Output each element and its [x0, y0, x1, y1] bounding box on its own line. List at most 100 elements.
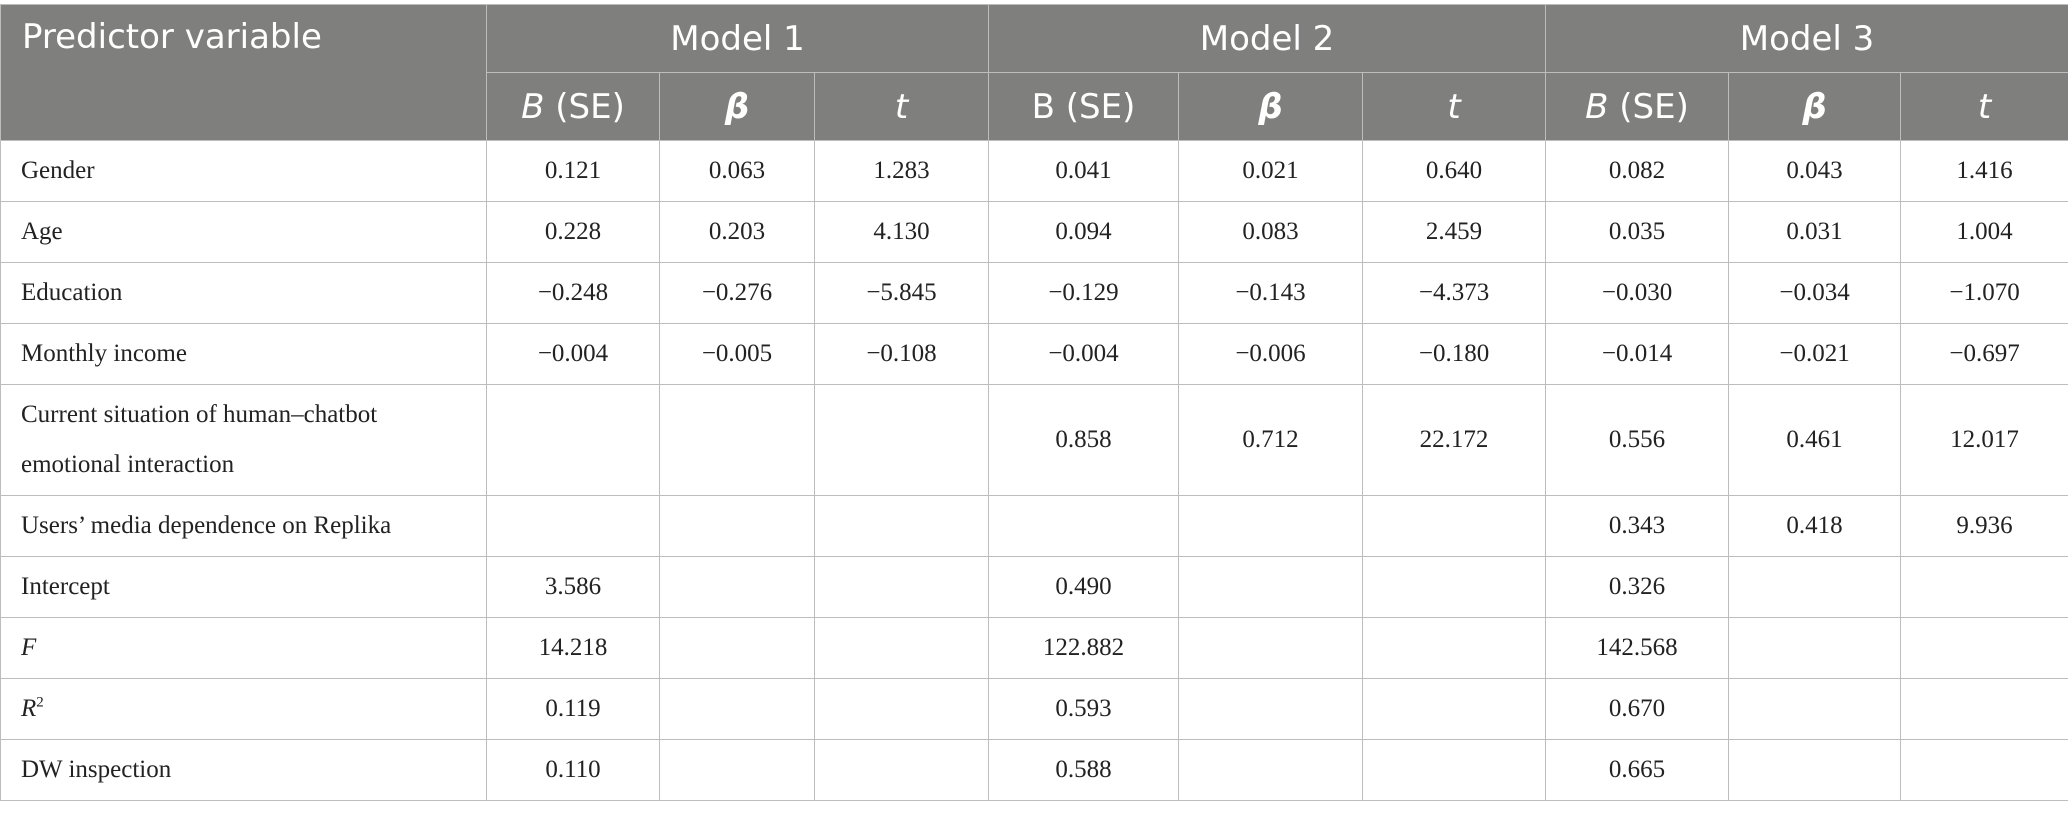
table-cell — [1728, 556, 1902, 618]
table-cell: 9.936 — [1900, 495, 2068, 557]
table-cell: 0.593 — [988, 678, 1180, 740]
table-cell: 0.461 — [1728, 384, 1902, 496]
table-cell: −0.697 — [1900, 323, 2068, 385]
table-cell: 0.082 — [1545, 140, 1730, 202]
table-cell: 2.459 — [1362, 201, 1547, 263]
table-cell: −0.005 — [659, 323, 815, 385]
table-cell: 0.640 — [1362, 140, 1547, 202]
table-cell — [1900, 678, 2068, 740]
table-cell: −0.108 — [813, 323, 990, 385]
table-cell — [988, 495, 1180, 557]
table-cell: 122.882 — [988, 617, 1180, 679]
row-label-intercept: Intercept — [0, 556, 487, 618]
m3-beta-header: β — [1728, 72, 1902, 141]
table-cell: 142.568 — [1545, 617, 1730, 679]
table-cell: −0.030 — [1545, 262, 1730, 324]
table-cell: −0.143 — [1178, 262, 1364, 324]
table-cell — [813, 617, 990, 679]
table-cell — [1178, 495, 1364, 557]
table-cell: 0.858 — [988, 384, 1180, 496]
row-label-education: Education — [0, 262, 487, 324]
table-cell: −4.373 — [1362, 262, 1547, 324]
table-cell: 0.712 — [1178, 384, 1364, 496]
model-1-header: Model 1 — [485, 4, 990, 73]
table-cell: 0.556 — [1545, 384, 1730, 496]
table-cell — [659, 739, 815, 801]
table-row: Users’ media dependence on Replika 0.343… — [0, 495, 2068, 557]
table-cell: 0.119 — [486, 678, 660, 740]
table-cell — [1900, 556, 2068, 618]
table-cell: 12.017 — [1900, 384, 2068, 496]
row-label-dw-inspection: DW inspection — [0, 739, 487, 801]
row-label-r-squared: R2 — [0, 678, 487, 740]
table-row: Education −0.248 −0.276 −5.845 −0.129 −0… — [0, 262, 2068, 324]
table-cell: 14.218 — [486, 617, 660, 679]
table-cell: 3.586 — [486, 556, 660, 618]
table-cell: 0.670 — [1545, 678, 1730, 740]
m1-b-se-header: B (SE) — [486, 72, 660, 141]
table-row: Current situation of human–chatbot emoti… — [0, 384, 2068, 496]
table-cell — [813, 678, 990, 740]
table-cell — [1362, 678, 1547, 740]
table-cell: −0.276 — [659, 262, 815, 324]
table-cell — [1728, 739, 1902, 801]
row-label-gender: Gender — [0, 140, 487, 202]
table-cell — [1900, 739, 2068, 801]
table-cell: 0.203 — [659, 201, 815, 263]
table-cell: −0.004 — [486, 323, 660, 385]
table-row: Monthly income −0.004 −0.005 −0.108 −0.0… — [0, 323, 2068, 385]
table-cell: −0.021 — [1728, 323, 1902, 385]
table-cell: −0.014 — [1545, 323, 1730, 385]
table-cell — [1728, 678, 1902, 740]
table-cell: −0.248 — [486, 262, 660, 324]
table-cell — [1178, 617, 1364, 679]
table-cell: −5.845 — [813, 262, 990, 324]
table-cell — [1362, 556, 1547, 618]
table-cell: 0.110 — [486, 739, 660, 801]
table-cell: 0.121 — [486, 140, 660, 202]
table-cell — [1178, 739, 1364, 801]
table-row: F 14.218 122.882 142.568 — [0, 617, 2068, 679]
regression-table: Predictor variable Model 1 Model 2 Model… — [0, 4, 2068, 801]
row-label-monthly-income: Monthly income — [0, 323, 487, 385]
model-2-header: Model 2 — [988, 4, 1547, 73]
table-cell: 0.665 — [1545, 739, 1730, 801]
table-row: Gender 0.121 0.063 1.283 0.041 0.021 0.6… — [0, 140, 2068, 202]
m3-t-header: t — [1900, 72, 2068, 141]
table-cell: 0.588 — [988, 739, 1180, 801]
table-cell — [813, 384, 990, 496]
table-cell: 0.041 — [988, 140, 1180, 202]
table-cell — [1362, 739, 1547, 801]
table-cell: 0.326 — [1545, 556, 1730, 618]
row-label-f: F — [0, 617, 487, 679]
table-cell: 0.031 — [1728, 201, 1902, 263]
table-cell — [1178, 556, 1364, 618]
header-row-models: Predictor variable Model 1 Model 2 Model… — [0, 4, 2068, 141]
table-cell: 0.094 — [988, 201, 1180, 263]
table-row: Age 0.228 0.203 4.130 0.094 0.083 2.459 … — [0, 201, 2068, 263]
table-cell: −0.129 — [988, 262, 1180, 324]
table-cell: 4.130 — [813, 201, 990, 263]
table-cell: 0.228 — [486, 201, 660, 263]
table-row: Intercept 3.586 0.490 0.326 — [0, 556, 2068, 618]
m2-beta-header: β — [1178, 72, 1364, 141]
table-cell — [659, 678, 815, 740]
table-cell — [1362, 495, 1547, 557]
row-label-line: Current situation of human–chatbot — [21, 401, 378, 428]
m2-t-header: t — [1362, 72, 1547, 141]
predictor-variable-header: Predictor variable — [0, 4, 487, 141]
table-cell — [486, 384, 660, 496]
table-cell: −0.180 — [1362, 323, 1547, 385]
table-cell: 1.004 — [1900, 201, 2068, 263]
header-row-stats: B (SE) β t B (SE) β t B (SE) β t — [1, 72, 2068, 141]
table-cell — [813, 495, 990, 557]
table-cell: 1.283 — [813, 140, 990, 202]
table-cell — [813, 556, 990, 618]
table-cell: 0.035 — [1545, 201, 1730, 263]
table-cell: 0.418 — [1728, 495, 1902, 557]
row-label-current-situation: Current situation of human–chatbot emoti… — [0, 384, 487, 496]
table-cell: 0.343 — [1545, 495, 1730, 557]
table-row: DW inspection 0.110 0.588 0.665 — [0, 739, 2068, 801]
table-cell — [1900, 617, 2068, 679]
m1-beta-header: β — [659, 72, 815, 141]
